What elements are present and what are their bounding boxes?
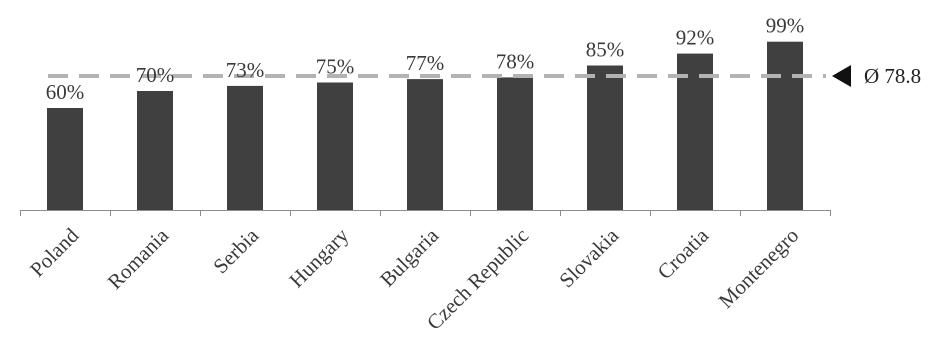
category-label: Montenegro [714, 223, 804, 313]
x-axis-ticks [20, 210, 831, 216]
bar [767, 41, 803, 211]
bar [47, 108, 83, 210]
data-label: 70% [136, 63, 175, 87]
data-label: 99% [766, 14, 805, 38]
bar [587, 65, 623, 210]
data-label: 92% [676, 26, 715, 50]
bar [227, 85, 263, 210]
category-labels-group: Poland Romania Serbia Hungary BulgariaCzech … [25, 223, 803, 335]
bar [137, 91, 173, 210]
category-label: Hungary [284, 223, 353, 292]
data-label: 73% [226, 58, 265, 82]
category-label: Croatia [653, 223, 714, 284]
category-label: Romania [103, 223, 174, 294]
bar [407, 79, 443, 210]
bar [677, 53, 713, 210]
average-label: Ø 78.8 [864, 64, 921, 88]
category-label: Serbia [208, 223, 263, 278]
category-label: Poland [25, 223, 84, 282]
category-label: Slovakia [554, 223, 623, 292]
data-label: 78% [496, 49, 535, 73]
data-label: 75% [316, 55, 355, 79]
data-label: 77% [406, 51, 445, 75]
value-labels-group: 60% 70% 73% 75% 77% 78% 85% 92% 99% [46, 14, 805, 104]
data-label: 85% [586, 38, 625, 62]
bar [317, 82, 353, 210]
bar [497, 77, 533, 211]
average-marker-icon [832, 65, 851, 88]
bars-group [47, 41, 803, 211]
category-label: Bulgaria [375, 223, 444, 292]
data-label: 60% [46, 80, 85, 104]
